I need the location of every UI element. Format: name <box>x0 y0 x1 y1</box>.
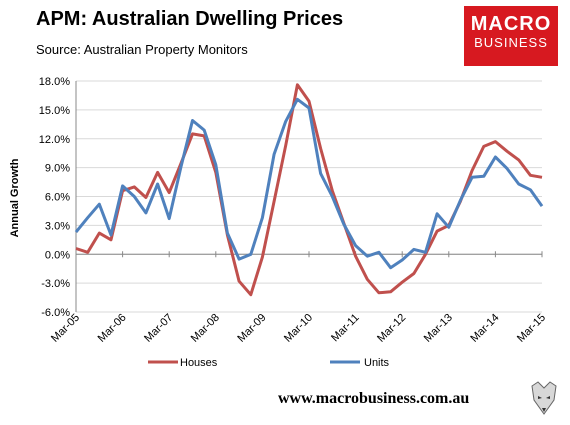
x-tick-label: Mar-14 <box>468 312 501 345</box>
y-axis-tick-labels: 18.0% 15.0% 12.0% 9.0% 6.0% 3.0% 0.0% -3.0% -6.0… <box>39 76 70 319</box>
chart-title: APM: Australian Dwelling Prices <box>36 8 344 30</box>
y-tick-label: 18.0% <box>39 76 70 88</box>
fox-mascot-icon <box>531 381 557 415</box>
legend-units-label: Units <box>364 357 390 369</box>
legend-houses-label: Houses <box>180 357 218 369</box>
x-tick-label: Mar-10 <box>282 312 315 345</box>
series-lines <box>74 83 544 297</box>
x-axis-tick-labels: Mar-05 Mar-06 Mar-07 Mar-08 Mar-09 Mar-10 Mar-… <box>49 312 548 345</box>
x-tick-label: Mar-06 <box>96 312 129 345</box>
x-tick-label: Mar-12 <box>375 312 408 345</box>
y-tick-label: 12.0% <box>39 134 70 146</box>
y-tick-label: -6.0% <box>41 307 70 319</box>
logo-line-2: BUSINESS <box>474 35 548 50</box>
y-tick-label: 15.0% <box>39 105 70 117</box>
y-tick-label: 3.0% <box>45 220 70 232</box>
y-tick-label: 6.0% <box>45 192 70 204</box>
macrobusiness-logo: MACRO BUSINESS <box>464 6 558 66</box>
legend: Houses Units <box>148 357 390 369</box>
y-tick-label: 9.0% <box>45 163 70 175</box>
x-tick-label: Mar-07 <box>142 312 175 345</box>
website-url: www.macrobusiness.com.au <box>278 390 470 407</box>
x-tick-label: Mar-09 <box>235 312 268 345</box>
logo-line-1: MACRO <box>470 13 552 35</box>
series-line-units <box>74 97 544 270</box>
y-axis-label: Annual Growth <box>9 158 21 237</box>
x-tick-label: Mar-13 <box>422 312 455 345</box>
y-tick-label: -3.0% <box>41 278 70 290</box>
x-tick-label: Mar-15 <box>515 312 548 345</box>
chart-source: Source: Australian Property Monitors <box>36 42 248 57</box>
x-tick-label: Mar-08 <box>189 312 222 345</box>
x-tick-label: Mar-11 <box>329 312 362 345</box>
x-axis <box>75 81 543 312</box>
y-tick-label: 0.0% <box>45 249 70 261</box>
